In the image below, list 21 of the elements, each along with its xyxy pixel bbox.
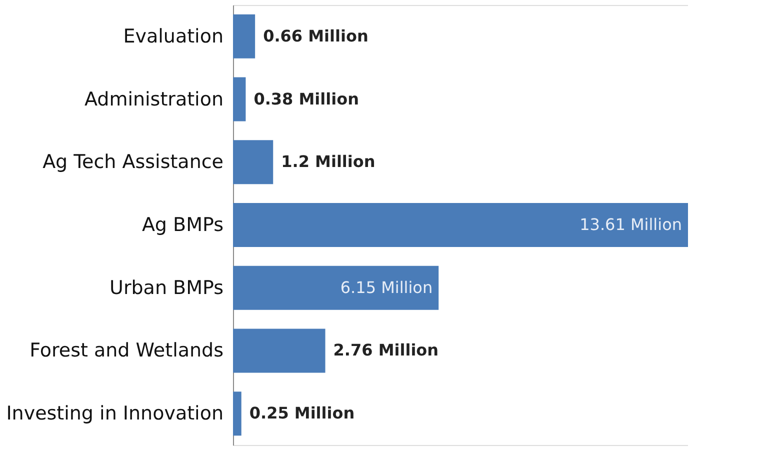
bar — [233, 392, 242, 436]
bar — [233, 140, 274, 184]
bar — [233, 328, 326, 373]
data-label: 1.2 Million — [281, 152, 376, 172]
y-tick-label: Urban BMPs — [110, 276, 224, 299]
y-tick-label: Administration — [84, 88, 224, 110]
data-label: 6.15 Million — [340, 278, 433, 297]
bar — [233, 77, 246, 122]
bar — [233, 266, 439, 310]
y-tick-label: Ag Tech Assistance — [42, 151, 224, 174]
y-tick-label: Forest and Wetlands — [30, 340, 224, 362]
y-tick-label: Investing in Innovation — [6, 402, 224, 425]
data-label: 13.61 Million — [580, 215, 682, 234]
y-tick-label: Evaluation — [123, 25, 224, 48]
data-label: 2.76 Million — [333, 340, 439, 360]
bar — [233, 14, 256, 58]
bar — [233, 203, 688, 247]
data-label: 0.38 Million — [254, 89, 359, 108]
data-label: 0.25 Million — [249, 404, 355, 423]
y-tick-label: Ag BMPs — [142, 214, 224, 236]
data-label: 0.66 Million — [263, 26, 368, 46]
